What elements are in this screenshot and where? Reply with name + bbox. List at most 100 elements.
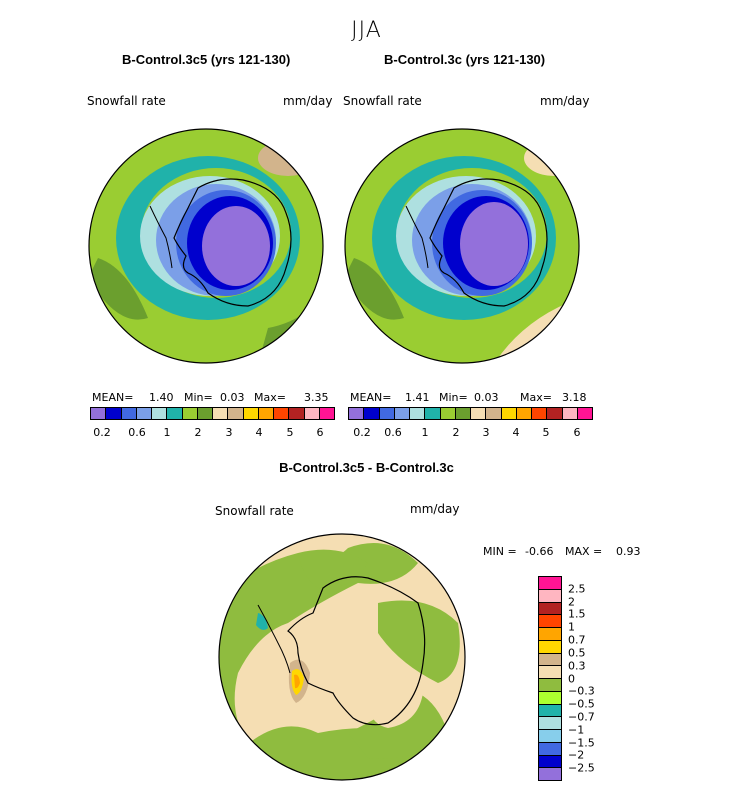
antarctic-peninsula-coastline bbox=[257, 604, 291, 674]
antarctica-coastline bbox=[173, 178, 292, 307]
panel-1-map bbox=[88, 128, 324, 364]
panel-2-colorbar-ticks: 0.2 0.6 1 2 3 4 5 6 bbox=[348, 426, 593, 440]
colorbar-tick: 2 bbox=[568, 595, 575, 609]
diff-colorbar bbox=[538, 576, 562, 781]
map-boundary bbox=[218, 533, 466, 781]
panel-1-colorbar bbox=[90, 407, 335, 420]
colorbar-tick: 0.2 bbox=[93, 426, 111, 439]
map-boundary bbox=[344, 128, 580, 364]
panel-2-units: mm/day bbox=[540, 94, 590, 108]
map-boundary bbox=[88, 128, 324, 364]
panel-2-mean: 1.41 bbox=[405, 391, 430, 404]
colorbar-swatch bbox=[182, 408, 198, 419]
colorbar-tick: 0.2 bbox=[353, 426, 371, 439]
colorbar-swatch bbox=[539, 730, 561, 743]
panel-1-min-label: Min= bbox=[184, 391, 213, 404]
colorbar-tick: 1 bbox=[163, 426, 171, 439]
colorbar-swatch bbox=[152, 408, 168, 419]
colorbar-swatch bbox=[532, 408, 548, 419]
panel-1-mean-label: MEAN= bbox=[92, 391, 134, 404]
colorbar-tick: 1 bbox=[421, 426, 429, 439]
snowfall-band-trace bbox=[258, 140, 318, 176]
colorbar-swatch bbox=[213, 408, 229, 419]
diff-band-negative bbox=[298, 549, 368, 589]
colorbar-swatch bbox=[539, 602, 561, 616]
colorbar-tick: −2.5 bbox=[568, 761, 595, 775]
colorbar-swatch bbox=[547, 408, 563, 419]
colorbar-swatch bbox=[577, 408, 592, 419]
colorbar-swatch bbox=[379, 408, 395, 419]
colorbar-tick: 2 bbox=[452, 426, 460, 439]
diff-panel-units: mm/day bbox=[410, 502, 460, 516]
panel-2-mean-label: MEAN= bbox=[350, 391, 392, 404]
diff-colorbar-ticks: 2.5 2 1.5 1 0.7 0.5 0.3 0 −0.3 −0.5 −0.7 −1 −1.5 −2 −2… bbox=[568, 576, 628, 781]
diff-panel-title: B-Control.3c5 - B-Control.3c bbox=[279, 460, 454, 475]
panel-1-units: mm/day bbox=[283, 94, 333, 108]
colorbar-tick: −1 bbox=[568, 723, 585, 737]
colorbar-tick: 6 bbox=[573, 426, 581, 439]
colorbar-swatch bbox=[228, 408, 244, 419]
diff-band-negative bbox=[348, 693, 448, 759]
panel-1-stats: MEAN= 1.40 Min= 0.03 Max= 3.35 bbox=[92, 391, 332, 405]
panel-1-field-label: Snowfall rate bbox=[87, 94, 166, 108]
colorbar-tick: 0.6 bbox=[128, 426, 146, 439]
diff-max-label: MAX = bbox=[565, 545, 603, 558]
colorbar-swatch bbox=[394, 408, 410, 419]
colorbar-swatch bbox=[539, 628, 561, 641]
colorbar-tick: 1 bbox=[568, 620, 575, 634]
panel-2-stats: MEAN= 1.41 Min= 0.03 Max= 3.18 bbox=[350, 391, 590, 405]
panel-2-max: 3.18 bbox=[562, 391, 587, 404]
diff-band-min-negative bbox=[256, 613, 268, 630]
colorbar-swatch bbox=[471, 408, 487, 419]
colorbar-tick: 0.3 bbox=[568, 659, 586, 673]
figure-title: JJA bbox=[351, 18, 382, 43]
colorbar-swatch bbox=[539, 755, 561, 769]
colorbar-swatch bbox=[501, 408, 517, 419]
colorbar-tick: 3 bbox=[482, 426, 490, 439]
diff-band-negative bbox=[219, 543, 418, 747]
colorbar-tick: 1.5 bbox=[568, 607, 586, 621]
colorbar-swatch bbox=[349, 408, 365, 419]
antarctic-peninsula-coastline bbox=[405, 205, 429, 269]
colorbar-tick: 2.5 bbox=[568, 582, 586, 596]
panel-2-min-label: Min= bbox=[439, 391, 468, 404]
colorbar-swatch bbox=[486, 408, 502, 419]
snowfall-band-very-low bbox=[345, 258, 404, 320]
panel-1-mean: 1.40 bbox=[149, 391, 174, 404]
colorbar-swatch bbox=[289, 408, 305, 419]
colorbar-tick: 5 bbox=[286, 426, 294, 439]
colorbar-swatch bbox=[410, 408, 426, 419]
diff-max: 0.93 bbox=[616, 545, 641, 558]
colorbar-swatch bbox=[539, 679, 561, 692]
colorbar-swatch bbox=[319, 408, 334, 419]
panel-2-map bbox=[344, 128, 580, 364]
antarctica-coastline bbox=[429, 178, 548, 307]
colorbar-tick: −0.5 bbox=[568, 697, 595, 711]
colorbar-swatch bbox=[539, 742, 561, 756]
antarctic-peninsula-coastline bbox=[149, 205, 173, 269]
colorbar-tick: 0 bbox=[568, 672, 575, 685]
colorbar-tick: 3 bbox=[225, 426, 233, 439]
colorbar-swatch bbox=[539, 666, 561, 679]
colorbar-tick: 2 bbox=[194, 426, 202, 439]
colorbar-tick: 0.6 bbox=[384, 426, 402, 439]
colorbar-swatch bbox=[304, 408, 320, 419]
colorbar-swatch bbox=[539, 577, 561, 590]
colorbar-tick: −1.5 bbox=[568, 736, 595, 750]
colorbar-tick: −0.3 bbox=[568, 684, 595, 698]
colorbar-swatch bbox=[539, 640, 561, 654]
colorbar-swatch bbox=[106, 408, 122, 419]
colorbar-swatch bbox=[539, 717, 561, 730]
colorbar-swatch bbox=[562, 408, 578, 419]
colorbar-swatch bbox=[516, 408, 532, 419]
antarctica-coastline bbox=[287, 576, 426, 726]
colorbar-swatch bbox=[136, 408, 152, 419]
diff-panel-stats: MIN = -0.66 MAX = 0.93 bbox=[483, 545, 653, 559]
colorbar-swatch bbox=[539, 589, 561, 603]
colorbar-swatch bbox=[91, 408, 107, 419]
diff-panel-map bbox=[218, 533, 466, 781]
colorbar-swatch bbox=[167, 408, 183, 419]
colorbar-swatch bbox=[539, 615, 561, 628]
colorbar-tick: 4 bbox=[512, 426, 520, 439]
diff-band-zero bbox=[367, 675, 423, 728]
